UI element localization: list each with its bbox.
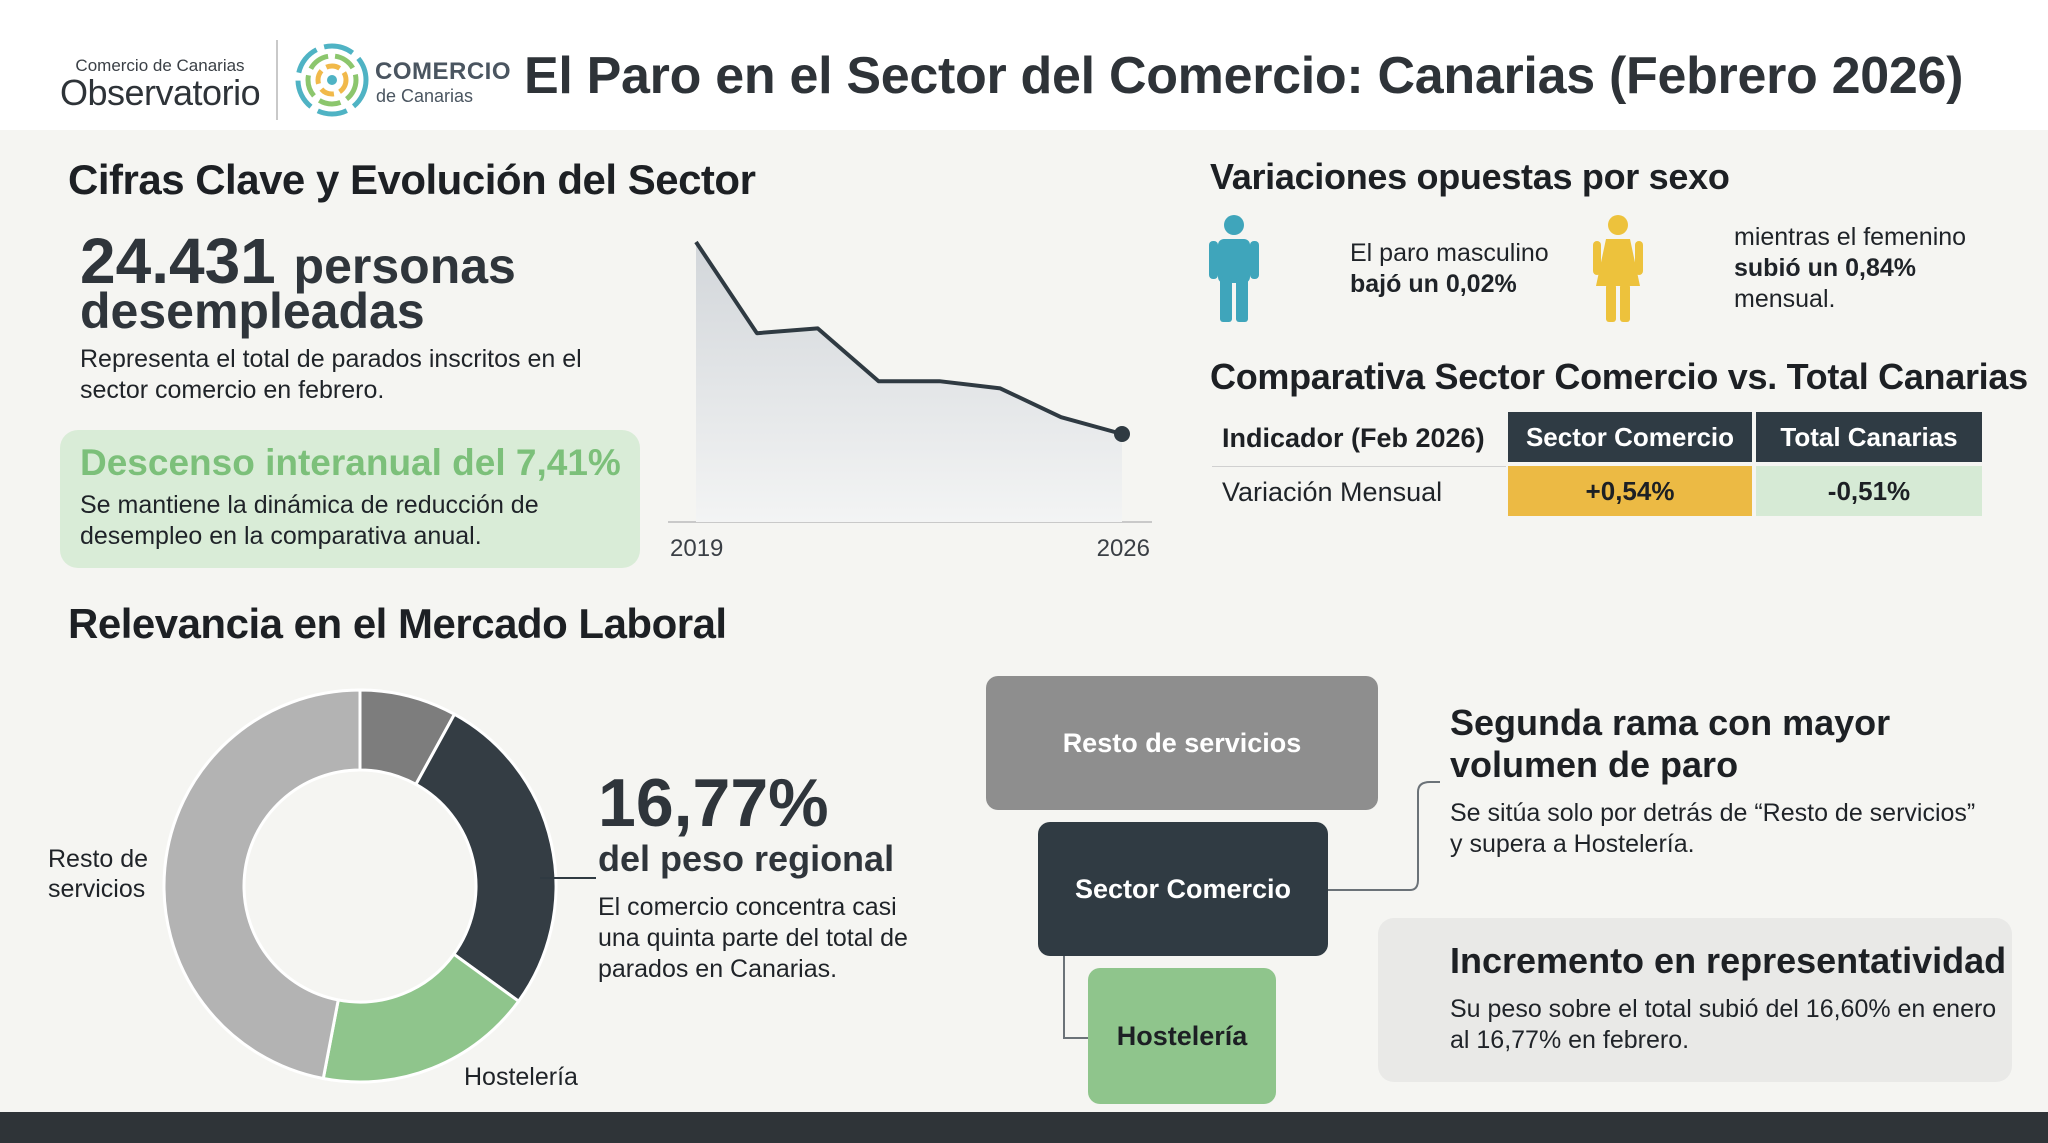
donut-label-hosteleria: Hostelería — [464, 1063, 578, 1091]
table-header-indicator: Indicador (Feb 2026) — [1222, 423, 1485, 453]
female-change-text-1: mientras el femenino — [1734, 223, 1967, 251]
yearly-decline-text-1: Se mantiene la dinámica de reducción de — [80, 491, 539, 519]
yearly-decline-text-2: desempleo en la comparativa anual. — [80, 522, 482, 550]
donut-pointer-line — [540, 877, 596, 879]
representativity-title: Incremento en representatividad — [1450, 940, 2007, 981]
brand-divider — [276, 40, 278, 120]
regional-share-value: 16,77% — [598, 765, 829, 841]
rank-box-sector-comercio: Sector Comercio — [1038, 822, 1328, 956]
header-bar — [0, 0, 2048, 130]
rank-box-hosteleria: Hostelería — [1088, 968, 1276, 1104]
second-branch-title-2: volumen de paro — [1450, 744, 1739, 785]
logo-wordmark: COMERCIO — [375, 58, 511, 85]
donut-segment-4 — [162, 688, 362, 1081]
rank-box-resto-servicios: Resto de servicios — [986, 676, 1378, 810]
male-change-text-2: bajó un 0,02% — [1350, 270, 1517, 298]
yearly-decline-title: Descenso interanual del 7,41% — [80, 442, 621, 483]
table-row-label: Variación Mensual — [1212, 466, 1506, 516]
page-title: El Paro en el Sector del Comercio: Canar… — [524, 47, 1964, 105]
male-person-icon — [1209, 215, 1259, 322]
trend-line-chart: 2019 2026 — [668, 240, 1152, 562]
second-branch-desc-2: y supera a Hostelería. — [1450, 830, 1695, 858]
yearly-decline-callout — [60, 430, 640, 568]
table-cell-sector-value: +0,54% — [1508, 466, 1752, 516]
unemployed-count: 24.431 personas — [80, 224, 516, 298]
second-branch-desc-1: Se sitúa solo por detrás de “Resto de se… — [1450, 799, 1976, 827]
male-change-text-1: El paro masculino — [1350, 239, 1549, 267]
comercio-logo-icon — [295, 43, 369, 117]
share-donut-chart — [162, 688, 558, 1084]
brand-name: Observatorio — [60, 72, 261, 113]
relevance-heading: Relevancia en el Mercado Laboral — [68, 600, 727, 647]
second-branch-title-1: Segunda rama con mayor — [1450, 702, 1891, 743]
regional-share-desc-3: parados en Canarias. — [598, 955, 838, 983]
gender-heading: Variaciones opuestas por sexo — [1210, 156, 1730, 197]
trend-start-label: 2019 — [670, 535, 723, 562]
regional-share-label: del peso regional — [598, 838, 895, 879]
table-header-total: Total Canarias — [1756, 412, 1982, 462]
representativity-callout — [1378, 918, 2012, 1082]
unemployed-unit: personas — [293, 238, 516, 294]
logo-wordmark-sub: de Canarias — [376, 86, 474, 106]
unemployed-unit-line2: desempleadas — [80, 283, 425, 339]
donut-segment-3 — [321, 952, 521, 1084]
female-person-icon — [1593, 215, 1643, 322]
comparison-heading: Comparativa Sector Comercio vs. Total Ca… — [1210, 356, 2028, 397]
representativity-desc-2: al 16,77% en febrero. — [1450, 1026, 1690, 1054]
kpi-description-2: sector comercio en febrero. — [80, 376, 385, 404]
female-change-text-2: subió un 0,84% — [1734, 254, 1916, 282]
table-header-sector: Sector Comercio — [1508, 412, 1752, 462]
trend-end-label: 2026 — [1097, 535, 1150, 562]
table-cell-total-value: -0,51% — [1756, 466, 1982, 516]
donut-label-resto-2: servicios — [48, 875, 146, 903]
trend-end-point — [1114, 426, 1130, 442]
regional-share-desc-2: una quinta parte del total de — [598, 924, 908, 952]
unemployed-number: 24.431 — [80, 225, 276, 297]
trend-line — [694, 240, 1123, 436]
female-change-text-3: mensual. — [1734, 285, 1836, 313]
donut-label-resto-1: Resto de — [48, 845, 149, 873]
key-figures-heading: Cifras Clave y Evolución del Sector — [68, 156, 756, 203]
regional-share-desc-1: El comercio concentra casi — [598, 893, 897, 921]
footer-bar — [0, 1112, 2048, 1143]
representativity-desc-1: Su peso sobre el total subió del 16,60% … — [1450, 995, 1997, 1023]
donut-segment-2 — [413, 712, 558, 1004]
kpi-description-1: Representa el total de parados inscritos… — [80, 345, 582, 373]
brand-subtitle: Comercio de Canarias — [75, 56, 245, 75]
